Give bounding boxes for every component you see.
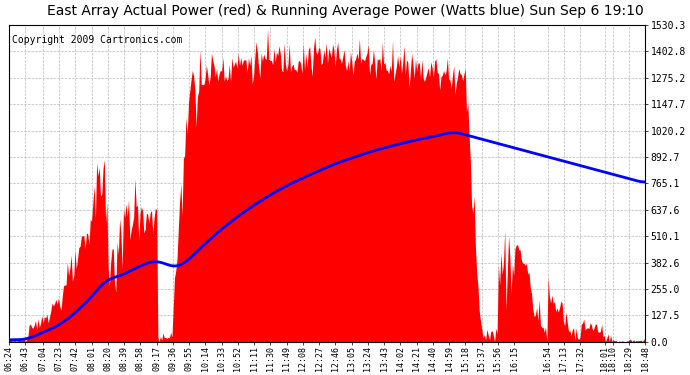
Text: East Array Actual Power (red) & Running Average Power (Watts blue) Sun Sep 6 19:: East Array Actual Power (red) & Running … — [47, 4, 643, 18]
Text: Copyright 2009 Cartronics.com: Copyright 2009 Cartronics.com — [12, 34, 182, 45]
